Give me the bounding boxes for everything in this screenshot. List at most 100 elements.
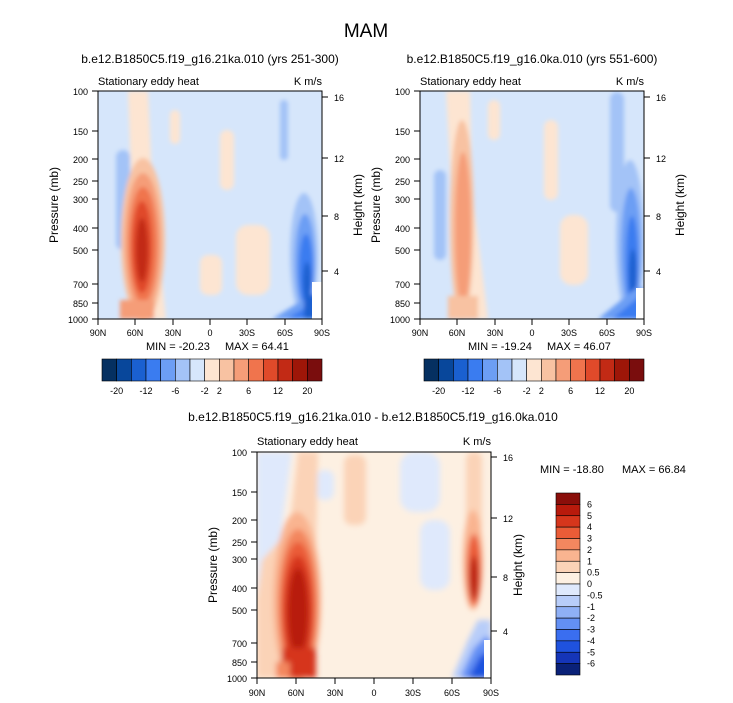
panel-1-ytick-300: 300 — [73, 195, 88, 205]
panel-2-colorbar-swatch — [438, 358, 454, 382]
panel-2-colorbar-swatch — [482, 358, 498, 382]
panel-3-colorbar-label: -4 — [587, 636, 595, 646]
panel-2-ytick-850: 850 — [395, 299, 410, 309]
panel-1-ytick-850: 850 — [73, 299, 88, 309]
panel-3-y-ticks-right: 4 8 12 16 — [491, 453, 513, 637]
panel-2-ytick-1000: 1000 — [390, 315, 410, 325]
panel-3-colorbar-label: -0.5 — [587, 590, 603, 600]
panel-3-y-ticks: 100 150 200 250 300 400 500 700 850 1000 — [227, 448, 257, 684]
panel-3-colorbar-swatch — [555, 560, 581, 573]
panel-2-colorbar: -20 -12 -6 -2 2 6 12 20 — [423, 358, 645, 396]
panel-3-ytick-500: 500 — [232, 606, 247, 616]
panel-2-colorbar-swatch — [511, 358, 527, 382]
panel-3-colorbar-label: 6 — [587, 499, 592, 509]
panel-2-xtick-30n: 30N — [487, 328, 504, 338]
panel-3-colorbar-label: -6 — [587, 659, 595, 669]
panel-1-colorbar-label: -20 — [110, 386, 123, 396]
panel-1-xtick-30n: 30N — [165, 328, 182, 338]
panel-2-colorbar-swatch — [585, 358, 601, 382]
panel-3-colorbar-swatch — [555, 606, 581, 619]
panel-3-xtick-90s: 90S — [483, 688, 499, 698]
panel-2-colorbar-swatch — [614, 358, 630, 382]
panel-1-colorbar-swatch — [292, 358, 308, 382]
panel-3-ylabel: Pressure (mb) — [206, 527, 220, 603]
panel-3: b.e12.B1850C5.f19_g16.21ka.010 - b.e12.B… — [188, 410, 686, 698]
panel-1-rtick-12: 12 — [334, 154, 344, 164]
panel-1-colorbar-swatch — [263, 358, 279, 382]
panel-2-colorbar-label: 6 — [568, 386, 573, 396]
panel-3-ylabel-right: Height (km) — [511, 534, 525, 596]
panel-1-x-ticks: 90N 60N 30N 0 30S 60S 90S — [90, 319, 330, 338]
panel-1-ytick-700: 700 — [73, 280, 88, 290]
panel-3-subtitle-right: K m/s — [463, 436, 492, 448]
panel-1-colorbar-label: -2 — [201, 386, 209, 396]
panel-2-rtick-8: 8 — [656, 212, 661, 222]
panel-3-xtick-90n: 90N — [249, 688, 266, 698]
panel-2: b.e12.B1850C5.f19_g16.0ka.010 (yrs 551-6… — [369, 52, 687, 396]
panel-2-colorbar-label: -20 — [432, 386, 445, 396]
panel-1-ylabel-right: Height (km) — [351, 174, 365, 236]
panel-2-ytick-150: 150 — [395, 127, 410, 137]
panel-3-xtick-30n: 30N — [327, 688, 344, 698]
panel-2-ytick-400: 400 — [395, 224, 410, 234]
panel-3-colorbar-swatch — [555, 572, 581, 585]
panel-2-ytick-250: 250 — [395, 177, 410, 187]
panel-2-subtitle-right: K m/s — [616, 76, 645, 88]
panel-1-field — [98, 91, 322, 319]
panel-2-xtick-30s: 30S — [561, 328, 577, 338]
panel-3-rtick-16: 16 — [503, 453, 513, 463]
panel-2-colorbar-label: -12 — [461, 386, 474, 396]
panel-1-ytick-500: 500 — [73, 246, 88, 256]
panel-2-field — [420, 91, 644, 319]
panel-1-colorbar-swatch — [204, 358, 220, 382]
panel-3-colorbar-label: 3 — [587, 534, 592, 544]
panel-2-ytick-700: 700 — [395, 280, 410, 290]
panel-1-min-label: MIN = -20.23 — [146, 341, 210, 353]
panel-3-colorbar-label: -5 — [587, 647, 595, 657]
panel-3-ytick-1000: 1000 — [227, 674, 247, 684]
panel-3-rtick-12: 12 — [503, 514, 513, 524]
panel-2-colorbar-label: 2 — [539, 386, 544, 396]
panel-3-max-label: MAX = 66.84 — [622, 464, 686, 476]
panel-3-colorbar-swatch — [555, 492, 581, 505]
panel-2-rtick-12: 12 — [656, 154, 666, 164]
panel-1-rtick-4: 4 — [334, 267, 339, 277]
panel-3-colorbar-label: 0 — [587, 579, 592, 589]
panel-3-colorbar: 6 54 321 0.50-0.5 -1-2 -3-4-5 -6 — [555, 492, 603, 676]
panel-3-ytick-300: 300 — [232, 555, 247, 565]
panel-2-colorbar-swatch — [497, 358, 513, 382]
panel-3-colorbar-label: 2 — [587, 545, 592, 555]
panel-1-ytick-150: 150 — [73, 127, 88, 137]
panel-1-colorbar-swatch — [189, 358, 205, 382]
panel-2-colorbar-swatch — [629, 358, 645, 382]
panel-1-colorbar-swatch — [145, 358, 161, 382]
panel-2-ylabel: Pressure (mb) — [369, 167, 383, 243]
panel-3-colorbar-swatch — [555, 595, 581, 608]
panel-1-xtick-30s: 30S — [239, 328, 255, 338]
panel-1-colorbar-swatch — [131, 358, 147, 382]
panel-3-colorbar-swatch — [555, 583, 581, 596]
panel-1-colorbar-swatch — [219, 358, 235, 382]
panel-3-ytick-250: 250 — [232, 538, 247, 548]
panel-3-xtick-30s: 30S — [405, 688, 421, 698]
panel-1-colorbar-swatch — [307, 358, 323, 382]
panel-2-xtick-90s: 90S — [636, 328, 652, 338]
panel-3-colorbar-swatch — [555, 526, 581, 539]
panel-1-max-label: MAX = 64.41 — [225, 341, 289, 353]
panel-1-y-ticks-right: 4 8 12 16 — [322, 93, 344, 277]
panel-2-rtick-4: 4 — [656, 267, 661, 277]
panel-2-rtick-16: 16 — [656, 93, 666, 103]
panel-1-xtick-60n: 60N — [127, 328, 144, 338]
panel-1-y-ticks: 100 150 200 250 300 400 500 700 850 1000 — [68, 87, 98, 325]
panel-3-colorbar-swatch — [555, 651, 581, 664]
panel-2-xtick-60s: 60S — [599, 328, 615, 338]
panel-1-colorbar: -20 -12 -6 -2 2 6 12 20 — [101, 358, 323, 396]
panel-2-colorbar-swatch — [599, 358, 615, 382]
panel-1-colorbar-label: -6 — [171, 386, 179, 396]
panel-3-colorbar-label: 5 — [587, 511, 592, 521]
panel-3-ytick-150: 150 — [232, 488, 247, 498]
panel-1-colorbar-swatch — [101, 358, 117, 382]
panel-1-ytick-400: 400 — [73, 224, 88, 234]
panel-2-xtick-0: 0 — [529, 328, 534, 338]
panel-1-xtick-0: 0 — [207, 328, 212, 338]
